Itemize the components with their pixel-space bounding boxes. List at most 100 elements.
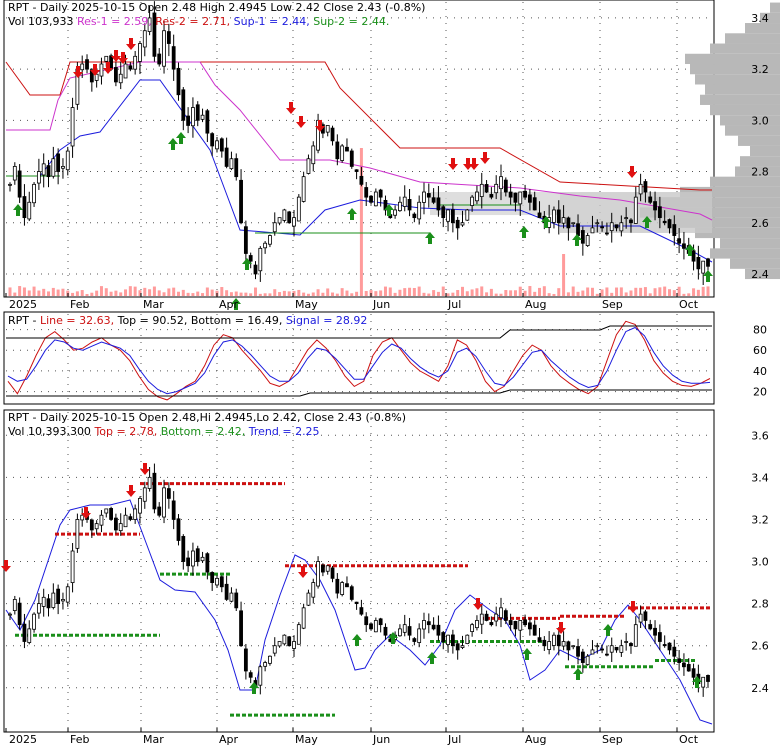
volume-bar — [364, 290, 368, 296]
x-tick-label: Oct — [679, 298, 699, 311]
y-tick-label: 2.8 — [751, 166, 769, 179]
candle-body — [566, 217, 571, 229]
volume-bar — [210, 289, 214, 296]
volume-bar — [316, 289, 320, 296]
volume-bar — [408, 287, 412, 296]
volume-bar — [162, 292, 166, 296]
volume-bar — [388, 287, 392, 296]
candle-body — [667, 219, 672, 229]
candle-body — [258, 247, 263, 272]
candle-body — [41, 163, 46, 176]
candle-body — [133, 508, 138, 520]
buy-arrow — [242, 258, 252, 270]
candle-body — [128, 65, 133, 70]
volume-profile-bar — [710, 43, 780, 54]
volume-profile-bar — [695, 74, 780, 85]
candle-body — [465, 634, 470, 644]
candle-body — [691, 668, 696, 678]
y-tick-label: 3.0 — [751, 114, 769, 127]
volume-bar — [547, 293, 551, 296]
x-tick-label: Sep — [602, 298, 623, 311]
y-tick-label: 2.6 — [751, 640, 769, 653]
sell-arrow — [1, 560, 11, 572]
buy-arrow — [642, 216, 652, 228]
candle-body — [301, 176, 306, 202]
candle-body — [325, 125, 330, 133]
candle-body — [479, 613, 484, 625]
candle-body — [465, 209, 470, 221]
candle-body — [36, 171, 41, 184]
candle-body — [46, 598, 51, 609]
candle-body — [489, 194, 494, 198]
candle-body — [248, 672, 253, 678]
candle-body — [234, 592, 239, 609]
arrow-shape — [315, 120, 325, 132]
candle-body — [354, 169, 359, 172]
arrow-shape — [73, 66, 83, 78]
volume-profile-bar — [655, 197, 780, 208]
volume-bar — [504, 290, 508, 296]
volume-bar — [61, 288, 65, 296]
candle-body — [171, 500, 176, 520]
candle-body — [518, 620, 523, 631]
candle-body — [195, 104, 200, 121]
volume-bar — [470, 289, 474, 296]
candle-body — [142, 30, 147, 48]
candle-body — [576, 646, 580, 657]
candle-body — [27, 628, 32, 643]
candle-body — [696, 257, 701, 270]
volume-bar — [278, 292, 282, 296]
candle-body — [590, 649, 595, 655]
volume-bar — [600, 289, 604, 296]
arrow-shape — [642, 216, 652, 228]
volume-bar — [436, 291, 440, 296]
candle-body — [585, 655, 590, 665]
candle-body — [412, 638, 417, 642]
candle-body — [402, 196, 407, 207]
volume-bar — [114, 290, 118, 296]
volume-bar — [239, 292, 243, 296]
candle-body — [85, 59, 89, 70]
volume-bar — [446, 293, 450, 296]
x-tick-label: Aug — [525, 733, 546, 745]
volume-bar — [181, 289, 185, 296]
candle-body — [80, 514, 85, 521]
candle-body — [600, 226, 604, 229]
volume-bar — [220, 287, 224, 296]
volume-profile-bar — [735, 166, 780, 177]
candle-body — [653, 627, 657, 636]
candle-body — [162, 30, 166, 67]
buy-arrow — [231, 298, 241, 310]
volume-bar — [432, 290, 436, 296]
volume-bar — [557, 288, 561, 296]
candle-body — [523, 190, 527, 198]
candle-body — [147, 476, 152, 489]
candle-body — [393, 209, 398, 216]
arrow-shape — [448, 158, 458, 170]
candle-body — [595, 645, 600, 648]
volume-bar — [465, 291, 469, 296]
candle-body — [243, 226, 248, 254]
panel3-volume: Vol 10,393,300 — [8, 425, 91, 438]
buy-arrow — [427, 652, 437, 664]
osc-signal-label: Signal = 28.92 — [285, 314, 368, 327]
volume-profile-bar — [725, 125, 780, 136]
candle-body — [479, 183, 484, 197]
volume-bar — [489, 288, 493, 296]
candle-body — [243, 648, 248, 672]
volume-bar — [648, 293, 652, 296]
sell-arrow — [286, 102, 296, 114]
panel1-title: RPT - Daily 2025-10-15 Open 2.48 High 2.… — [8, 1, 426, 14]
volume-bar — [658, 287, 662, 296]
x-tick-label: Jul — [447, 298, 461, 311]
res1-line — [6, 61, 713, 221]
volume-bar — [95, 290, 99, 296]
volume-bar — [383, 286, 387, 296]
candle-body — [436, 624, 441, 636]
arrow-shape — [573, 668, 583, 680]
volume-profile-bar — [730, 258, 780, 269]
candle-body — [643, 181, 648, 193]
candle-body — [590, 227, 595, 234]
sell-arrow — [126, 485, 136, 497]
candle-body — [542, 639, 547, 647]
